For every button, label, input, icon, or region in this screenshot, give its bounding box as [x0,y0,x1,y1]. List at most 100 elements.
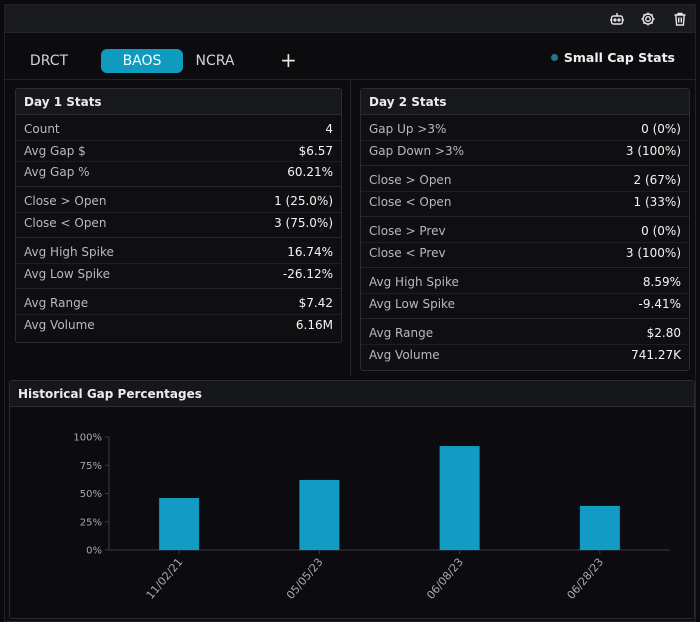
bar [579,505,620,550]
day2-stats-panel: Day 2 Stats Gap Up >3% 0 (0%) Gap Down >3%… [360,88,690,371]
stat-label: Close > Prev [369,224,446,238]
bar-chart: 0% 25% 50% 75% 100% 11/02/21 05/05/23 06/08/23 0… [73,433,670,602]
historical-gap-chart: Historical Gap Percentages 0% 25% 50% 75% 10… [9,380,695,619]
stat-value: 16.74% [287,245,333,259]
stat-label: Close < Prev [369,246,446,260]
y-tick-label: 0% [86,546,102,557]
stat-group: Close > Open 2 (67%) Close < Open 1 (33%) [361,166,689,217]
stat-row: Close < Open 3 (75.0%) [16,212,341,233]
bar [159,498,200,550]
tab-baos[interactable]: BAOS [101,49,183,73]
stat-value: 0 (0%) [641,224,681,238]
y-tick-label: 25% [80,517,102,528]
stat-label: Gap Down >3% [369,144,464,158]
bar [439,446,480,550]
stat-group: Gap Up >3% 0 (0%) Gap Down >3% 3 (100%) [361,115,689,166]
column-divider [350,81,351,376]
scanner-label: Small Cap Stats [563,50,675,65]
stat-row: Gap Down >3% 3 (100%) [361,140,689,161]
stat-value: 8.59% [642,275,681,289]
x-tick-label: 11/02/21 [144,556,186,602]
stat-group: Count 4 Avg Gap $ $6.57 Avg Gap % 60.21% [16,115,341,187]
stat-row: Avg Gap % 60.21% [16,161,341,182]
stat-value: -26.12% [282,267,333,281]
scanner-indicator[interactable]: Small Cap Stats [550,50,675,65]
stat-row: Avg Gap $ $6.57 [16,140,341,161]
y-tick-label: 75% [80,461,102,472]
stat-group: Avg Range $7.42 Avg Volume 6.16M [16,289,341,339]
stat-label: Avg Volume [24,318,95,332]
stat-value: 741.27K [631,348,681,362]
stat-row: Avg Volume 741.27K [361,344,689,365]
stat-row: Close > Prev 0 (0%) [361,221,689,242]
chart-title: Historical Gap Percentages [10,381,694,407]
stat-label: Count [24,122,60,136]
top-toolbar [5,5,695,33]
app-window: DRCT BAOS NCRA + Small Cap Stats Day 1 S… [4,4,696,622]
stat-row: Close < Open 1 (33%) [361,191,689,212]
stat-row: Close > Open 2 (67%) [361,170,689,191]
y-tick-label: 50% [80,489,102,500]
stat-label: Gap Up >3% [369,122,447,136]
stat-label: Avg Volume [369,348,440,362]
trash-icon[interactable] [672,11,688,27]
x-tick-label: 06/08/23 [424,556,466,602]
stat-value: 1 (25.0%) [274,194,333,208]
tab-drct[interactable]: DRCT [29,53,69,69]
stat-row: Avg High Spike 8.59% [361,272,689,293]
stat-row: Avg Range $2.80 [361,323,689,344]
stat-label: Close < Open [24,216,107,230]
stat-label: Close < Open [369,195,452,209]
status-dot [550,54,558,61]
stat-value: $2.80 [646,326,681,340]
stat-label: Close > Open [24,194,107,208]
stat-group: Avg High Spike 8.59% Avg Low Spike -9.41% [361,268,689,319]
tab-ncra[interactable]: NCRA [195,53,235,69]
stat-row: Gap Up >3% 0 (0%) [361,119,689,140]
stat-group: Avg Range $2.80 Avg Volume 741.27K [361,319,689,369]
stat-value: $6.57 [298,144,333,158]
stat-label: Avg Range [24,296,89,310]
stat-row: Avg Low Spike -9.41% [361,293,689,314]
stat-value: 3 (75.0%) [274,216,333,230]
stat-label: Avg High Spike [369,275,459,289]
ticker-tabs: DRCT BAOS NCRA + Small Cap Stats [5,34,695,80]
stat-group: Close > Prev 0 (0%) Close < Prev 3 (100%) [361,217,689,268]
stats-list: Gap Up >3% 0 (0%) Gap Down >3% 3 (100%) Clos… [361,115,689,369]
x-tick-label: 06/28/23 [564,556,606,602]
stat-row: Count 4 [16,119,341,140]
stat-row: Avg Low Spike -26.12% [16,263,341,284]
stat-value: 1 (33%) [633,195,681,209]
stat-value: 6.16M [295,318,333,332]
y-tick-label: 100% [73,433,102,444]
stat-value: 0 (0%) [641,122,681,136]
add-tab-button[interactable]: + [280,48,297,72]
stat-value: 60.21% [287,165,333,179]
stat-value: 4 [325,122,333,136]
stat-group: Close > Open 1 (25.0%) Close < Open 3 (75.0… [16,187,341,238]
stat-value: $7.42 [298,296,333,310]
stat-row: Avg Volume 6.16M [16,314,341,335]
stat-label: Avg High Spike [24,245,114,259]
stat-label: Close > Open [369,173,452,187]
stat-label: Avg Gap $ [24,144,86,158]
stat-group: Avg High Spike 16.74% Avg Low Spike -26.12% [16,238,341,289]
panel-title: Day 2 Stats [361,89,689,115]
stat-row: Avg Range $7.42 [16,293,341,314]
stat-label: Avg Range [369,326,434,340]
stat-value: 3 (100%) [625,246,681,260]
stat-row: Close < Prev 3 (100%) [361,242,689,263]
stat-row: Avg High Spike 16.74% [16,242,341,263]
bar [299,479,340,550]
stat-label: Avg Low Spike [24,267,110,281]
panel-title: Day 1 Stats [16,89,341,115]
day1-stats-panel: Day 1 Stats Count 4 Avg Gap $ $6.57 Avg Gap … [15,88,342,343]
x-tick-label: 05/05/23 [284,556,326,602]
stat-value: 3 (100%) [625,144,681,158]
stats-list: Count 4 Avg Gap $ $6.57 Avg Gap % 60.21% Close… [16,115,341,339]
stat-label: Avg Low Spike [369,297,455,311]
robot-icon[interactable] [609,11,625,27]
stat-value: 2 (67%) [633,173,681,187]
stat-value: -9.41% [638,297,681,311]
gear-icon[interactable] [640,11,656,27]
